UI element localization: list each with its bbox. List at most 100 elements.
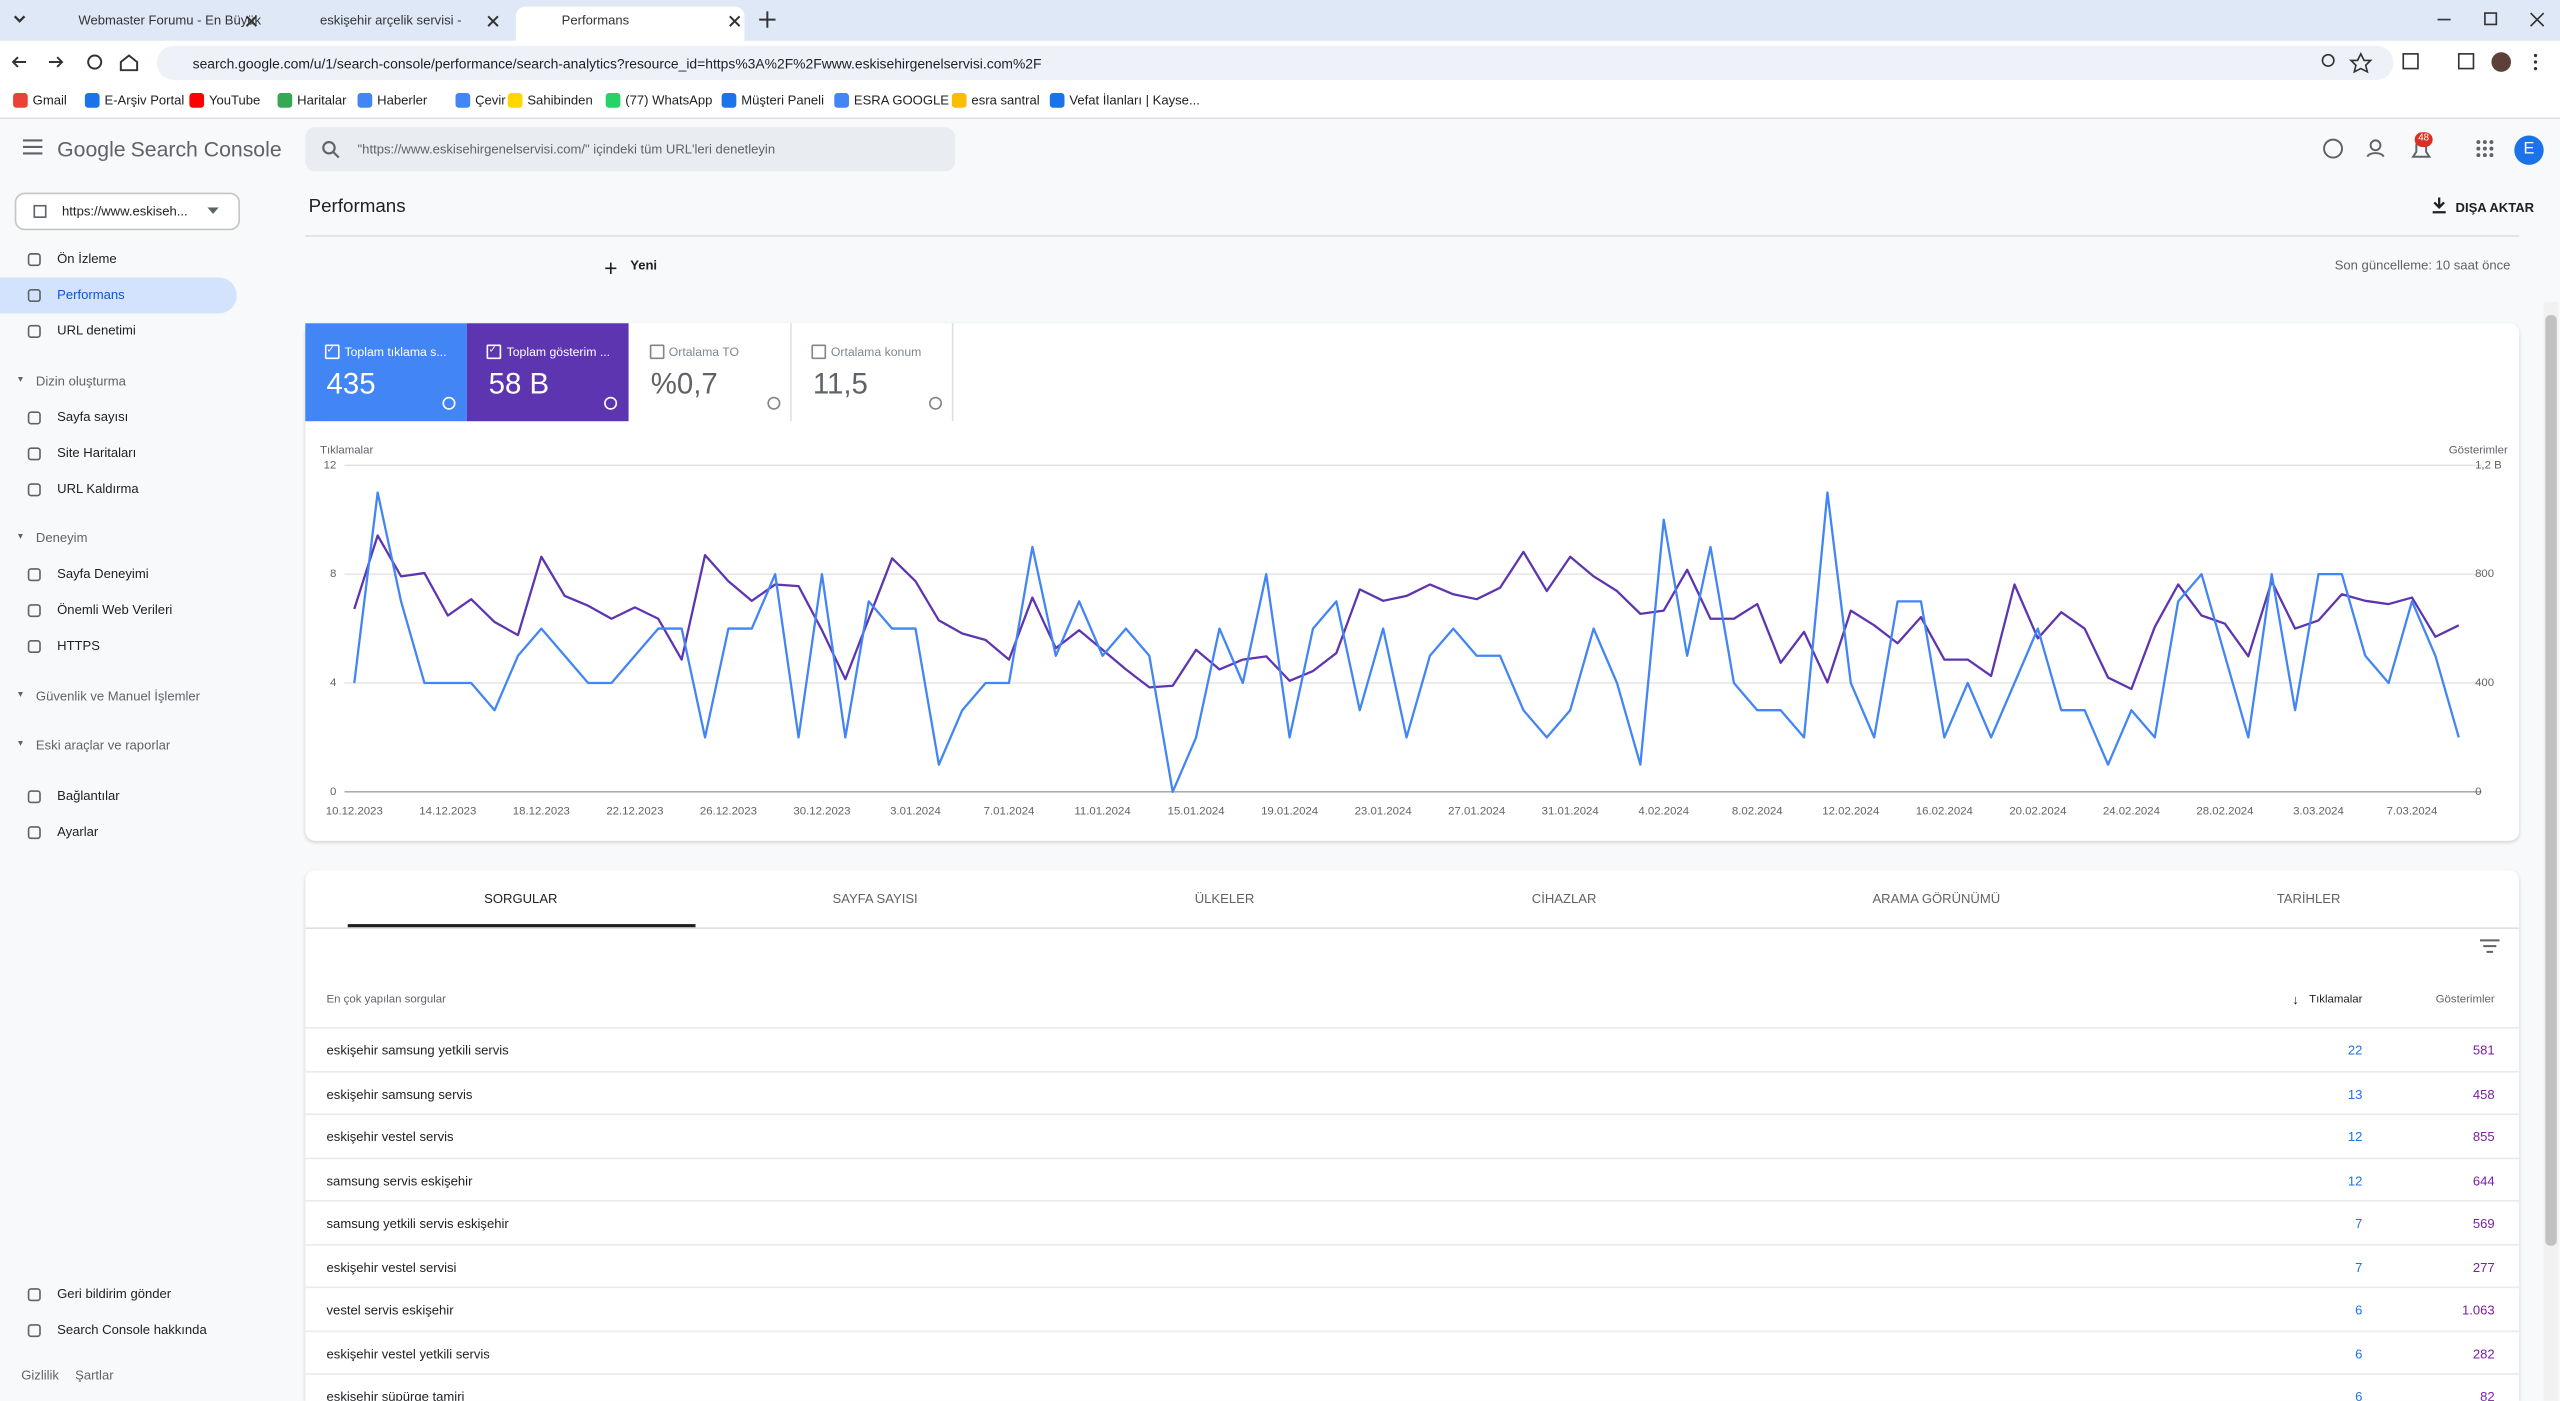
nav-buttons[interactable] [10, 51, 144, 74]
checkbox[interactable]: ✓ [324, 344, 340, 360]
add-icon: + [604, 254, 618, 281]
tab-close[interactable] [487, 15, 500, 28]
inspect-search[interactable]: "https://www.eskisehirgenelservisi.com/"… [305, 127, 956, 172]
checkbox[interactable] [811, 344, 826, 360]
close-icon [487, 15, 499, 27]
nav-item[interactable]: Sayfa sayısı [57, 409, 129, 425]
bookmark[interactable]: Haberler [377, 93, 428, 108]
y2-tick-label: 800 [2475, 568, 2494, 580]
legal-link[interactable]: Gizlilik [21, 1368, 59, 1383]
browser-icons[interactable] [2318, 51, 2547, 74]
bookmark[interactable]: Haritalar [297, 93, 347, 108]
scroll-thumb[interactable] [2545, 315, 2557, 1246]
checkbox[interactable] [649, 344, 664, 360]
export-button[interactable]: DIŞA AKTAR [2455, 200, 2535, 216]
nav-item[interactable]: Bağlantılar [57, 788, 120, 804]
metric-card[interactable]: Ortalama TO %0,7 [629, 323, 792, 422]
nav-section[interactable]: Güvenlik ve Manuel İşlemler [35, 688, 200, 704]
window-controls[interactable] [2433, 10, 2547, 30]
table-row[interactable]: eskişehir vestel servis 12 855 [305, 1113, 2520, 1157]
table-tab[interactable]: SORGULAR [484, 891, 558, 907]
new-filter[interactable]: Yeni [630, 257, 658, 273]
metric-card[interactable]: ✓ Toplam gösterim ... 58 B [467, 323, 630, 422]
avatar[interactable]: E [2514, 135, 2544, 165]
nav-section[interactable]: Deneyim [35, 530, 88, 546]
property-url: https://www.eskiseh... [62, 204, 188, 219]
table-tab[interactable]: SAYFA SAYISI [832, 891, 918, 907]
table-row[interactable]: eskişehir samsung servis 13 458 [305, 1070, 2520, 1114]
nav-item[interactable]: Ayarlar [57, 824, 99, 840]
x-tick-label: 7.03.2024 [2387, 805, 2438, 817]
nav-item[interactable]: Sayfa Deneyimi [57, 566, 149, 582]
table-tab[interactable]: ARAMA GÖRÜNÜMÜ [1872, 891, 2001, 907]
x-tick-label: 23.01.2024 [1355, 805, 1413, 817]
header-icons[interactable] [2322, 137, 2518, 163]
menu-button[interactable] [22, 139, 43, 155]
y2-tick-label: 1,2 B [2475, 459, 2502, 471]
x-tick-label: 14.12.2023 [419, 805, 476, 817]
table-tab[interactable]: TARİHLER [2276, 891, 2341, 907]
nav-item[interactable]: Önemli Web Verileri [57, 602, 173, 618]
bookmark[interactable]: Vefat İlanları | Kayse... [1069, 93, 1200, 108]
tab-search-icon[interactable] [10, 10, 30, 30]
bookmark[interactable]: YouTube [208, 93, 261, 108]
close-icon [729, 15, 741, 27]
filter-button[interactable] [2480, 939, 2500, 954]
nav-item[interactable]: Ön İzleme [57, 251, 117, 267]
bookmark[interactable]: Müşteri Paneli [741, 93, 824, 108]
metric-card[interactable]: Ortalama konum 11,5 [791, 323, 954, 422]
tab-close[interactable] [728, 15, 741, 28]
metric-card[interactable]: ✓ Toplam tıklama s... 435 [305, 323, 467, 422]
column-header[interactable]: Tıklamalar [2309, 994, 2363, 1006]
bookmark[interactable]: E-Arşiv Portal [104, 93, 185, 108]
bookmark[interactable]: (77) WhatsApp [625, 93, 713, 108]
nav-item[interactable]: Site Haritaları [57, 445, 137, 461]
query: eskişehir süpürge tamiri [326, 1389, 465, 1401]
browser-tab[interactable]: Webmaster Forumu - En Büyük [78, 13, 262, 28]
nav-item[interactable]: HTTPS [57, 638, 100, 654]
close-icon [245, 15, 258, 27]
bookmark[interactable]: Sahibinden [527, 93, 593, 108]
tab-indicator [347, 924, 696, 928]
footer-link[interactable]: Search Console hakkında [57, 1322, 207, 1338]
legal-link[interactable]: Şartlar [75, 1368, 114, 1383]
clicks: 6 [2355, 1389, 2363, 1401]
table-row[interactable]: eskişehir vestel yetkili servis 6 282 [305, 1329, 2520, 1374]
table-row[interactable]: eskişehir samsung yetkili servis 22 581 [305, 1026, 2520, 1071]
bookmark[interactable]: esra santral [971, 93, 1040, 108]
nav-item[interactable]: Performans [57, 287, 125, 303]
table-row[interactable]: samsung servis eskişehir 12 644 [305, 1156, 2520, 1201]
impressions: 458 [2472, 1086, 2495, 1102]
table-tab[interactable]: CİHAZLAR [1531, 891, 1597, 907]
table-tab[interactable]: ÜLKELER [1194, 891, 1255, 907]
nav-item[interactable]: URL denetimi [57, 323, 136, 338]
bookmark[interactable]: ESRA GOOGLE [853, 93, 949, 108]
url-box[interactable]: search.google.com/u/1/search-console/per… [156, 45, 2394, 80]
browser-tab[interactable]: Performans [515, 6, 745, 41]
nav-section[interactable]: Eski araçlar ve raporlar [35, 737, 171, 753]
bookmark-icon [507, 93, 523, 108]
browser-tab[interactable]: eskişehir arçelik servisi - Google [320, 13, 462, 28]
footer-link[interactable]: Geri bildirim gönder [57, 1286, 172, 1302]
table-row[interactable]: vestel servis eskişehir 6 1.063 [305, 1286, 2520, 1331]
table-row[interactable]: eskişehir süpürge tamiri 6 82 [305, 1373, 2520, 1401]
x-tick-label: 12.02.2024 [1822, 805, 1880, 817]
bookmark[interactable]: Gmail [32, 93, 67, 108]
new-tab[interactable] [758, 10, 778, 30]
bookmark[interactable]: Çevir [475, 93, 506, 108]
checkbox[interactable]: ✓ [487, 344, 502, 360]
x-tick-label: 18.12.2023 [513, 805, 570, 817]
property-selector[interactable]: https://www.eskiseh... [14, 192, 240, 231]
nav-section[interactable]: Dizin oluşturma [35, 373, 126, 389]
clicks: 22 [2347, 1043, 2363, 1058]
bookmark-icon [189, 93, 205, 108]
table-row[interactable]: eskişehir vestel servisi 7 277 [305, 1243, 2520, 1287]
nav-item[interactable]: URL Kaldırma [57, 481, 139, 497]
logo-google: Google [57, 137, 126, 162]
table-row[interactable]: samsung yetkili servis eskişehir 7 569 [305, 1200, 2520, 1244]
tab-close[interactable] [245, 15, 258, 28]
sort-arrow: ↓ [2292, 992, 2299, 1008]
scrollbar[interactable] [2543, 302, 2559, 1401]
x-tick-label: 30.12.2023 [793, 805, 850, 817]
column-header[interactable]: Gösterimler [2435, 994, 2495, 1006]
